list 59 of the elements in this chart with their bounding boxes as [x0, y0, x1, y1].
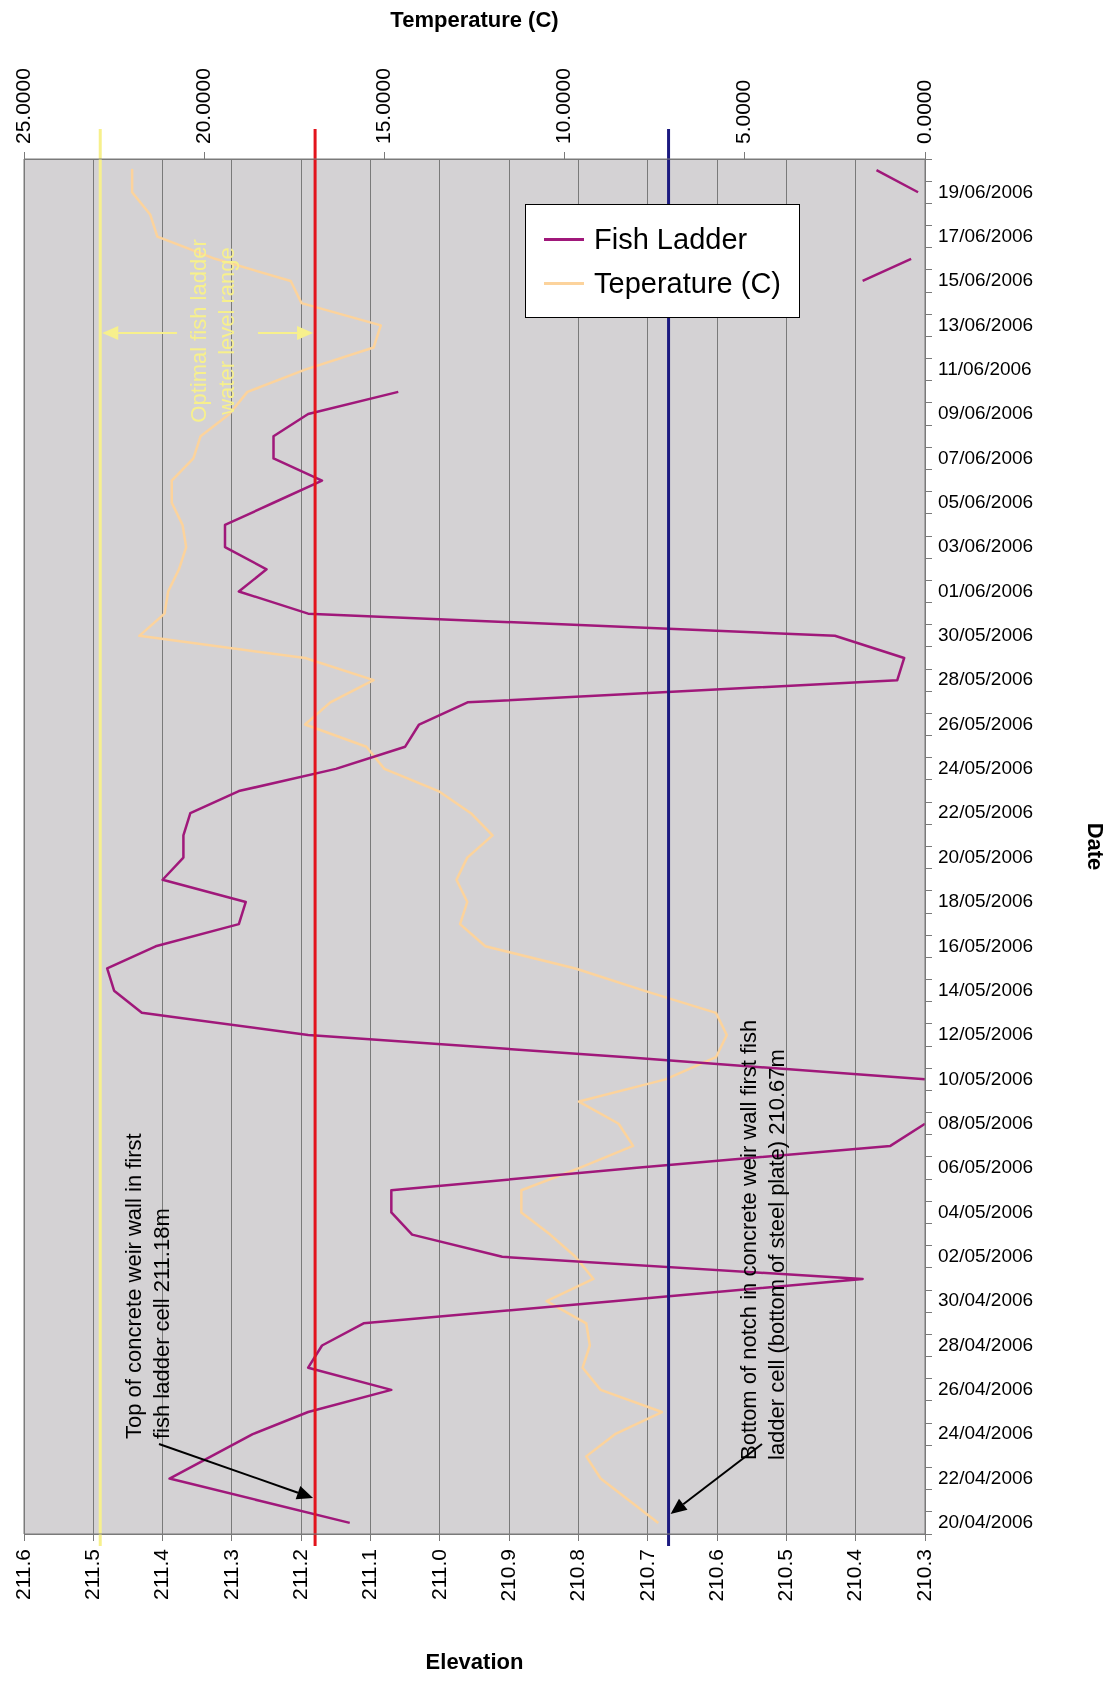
- x-tick-label: 210.6: [703, 1549, 727, 1602]
- y-tick-label: 22/05/2006: [938, 801, 1034, 823]
- y-tick-label: 10/05/2006: [938, 1067, 1034, 1089]
- x-tick-label: 210.8: [565, 1549, 589, 1602]
- y-tick-label: 26/05/2006: [938, 712, 1034, 734]
- y-tick-label: 17/06/2006: [938, 224, 1034, 246]
- x2-axis-title: Temperature (C): [390, 7, 559, 33]
- y-tick-label: 08/05/2006: [938, 1111, 1034, 1133]
- y-tick-label: 26/04/2006: [938, 1378, 1034, 1400]
- x-tick-label: 211.5: [80, 1549, 104, 1600]
- x-tick-label: 210.4: [842, 1548, 866, 1602]
- y-tick-label: 06/05/2006: [938, 1156, 1034, 1178]
- y-tick-label: 24/05/2006: [938, 757, 1034, 779]
- y-tick-label: 12/05/2006: [938, 1023, 1034, 1045]
- annotation: Bottom of notch in concrete weir wall first fish ladder cell (bottom of steel plate) 210.67m: [736, 1019, 790, 1460]
- y-tick-label: 18/05/2006: [938, 890, 1034, 912]
- x-tick-label: 211.4: [149, 1548, 173, 1600]
- y-tick-label: 22/04/2006: [938, 1466, 1034, 1488]
- y-tick-label: 07/06/2006: [938, 446, 1034, 468]
- y-tick-label: 11/06/2006: [938, 357, 1032, 379]
- y-tick-label: 01/06/2006: [938, 579, 1034, 601]
- y-tick-label: 15/06/2006: [938, 269, 1034, 291]
- x2-tick-label: 10.0000: [551, 68, 575, 144]
- y-tick-label: 09/06/2006: [938, 402, 1034, 424]
- y-tick-label: 14/05/2006: [938, 978, 1034, 1000]
- y-tick-label: 16/05/2006: [938, 934, 1034, 956]
- legend-label: Fish Ladder: [594, 222, 748, 257]
- x2-tick-label: 5.0000: [731, 79, 755, 144]
- y-tick-label: 04/05/2006: [938, 1200, 1034, 1222]
- x-tick-label: 211.1: [357, 1549, 381, 1600]
- x-tick-label: 210.7: [634, 1549, 658, 1602]
- y-tick-label: 28/05/2006: [938, 668, 1034, 690]
- x-tick-label: 211.2: [288, 1549, 312, 1600]
- y-tick-label: 03/06/2006: [938, 535, 1034, 557]
- y-tick-label: 28/04/2006: [938, 1333, 1034, 1355]
- x2-tick-label: 20.0000: [190, 68, 214, 144]
- legend-label: Teperature (C): [594, 266, 781, 301]
- y-tick-label: 05/06/2006: [938, 490, 1034, 512]
- x-tick-label: 210.5: [773, 1549, 797, 1602]
- y-axis-title: Date: [1082, 822, 1107, 871]
- x2-tick-label: 0.0000: [911, 79, 935, 144]
- y-tick-label: 30/04/2006: [938, 1289, 1034, 1311]
- annotation: Top of concrete weir wall in first fish ladder cell 211.18m: [121, 1133, 175, 1439]
- x-tick-label: 211.3: [218, 1549, 242, 1600]
- y-tick-label: 24/04/2006: [938, 1422, 1034, 1444]
- x-tick-label: 210.9: [495, 1549, 519, 1602]
- y-tick-label: 19/06/2006: [938, 180, 1034, 202]
- x-tick-label: 210.3: [911, 1549, 935, 1602]
- x-tick-label: 211.6: [10, 1549, 34, 1600]
- x2-tick-label: 15.0000: [371, 68, 394, 144]
- y-tick-label: 30/05/2006: [938, 624, 1034, 646]
- x-tick-label: 211.0: [426, 1549, 450, 1600]
- y-tick-label: 13/06/2006: [938, 313, 1034, 335]
- y-tick-label: 20/05/2006: [938, 845, 1034, 867]
- x2-tick-label: 25.0000: [10, 68, 34, 144]
- y-tick-label: 20/04/2006: [938, 1511, 1034, 1533]
- annotation: Optimal fish ladder water level range: [186, 239, 240, 423]
- y-tick-label: 02/05/2006: [938, 1245, 1034, 1267]
- x-axis-title: Elevation: [425, 1648, 524, 1674]
